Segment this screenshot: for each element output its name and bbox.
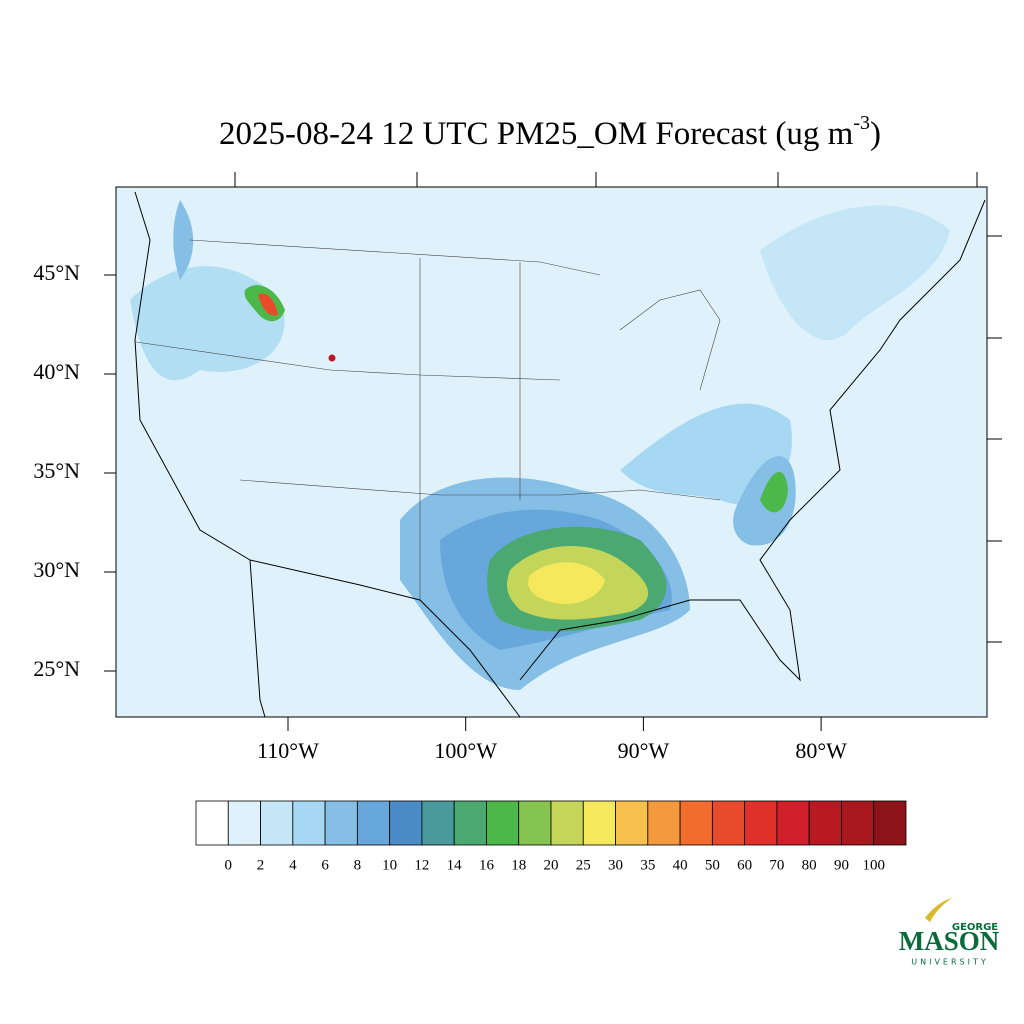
colorbar-label: 25 bbox=[576, 857, 591, 873]
colorbar-box bbox=[389, 800, 423, 846]
logo-bottom: UNIVERSITY bbox=[911, 958, 989, 967]
logo-main: MASON bbox=[899, 926, 1000, 956]
title-end: ) bbox=[870, 116, 881, 152]
title-main: 2025-08-24 12 UTC PM25_OM Forecast (ug m bbox=[219, 116, 854, 152]
colorbar-label: 8 bbox=[354, 857, 362, 873]
colorbar-box bbox=[421, 800, 455, 846]
colorbar-label: 50 bbox=[705, 857, 720, 873]
colorbar-box bbox=[453, 800, 487, 846]
colorbar-box bbox=[841, 800, 875, 846]
lon-label: 110°W bbox=[257, 738, 319, 763]
lat-label: 40°N bbox=[33, 359, 80, 384]
colorbar-label: 16 bbox=[479, 857, 495, 873]
colorbar-box bbox=[873, 800, 907, 846]
state-borders bbox=[135, 239, 721, 600]
colorbar-box bbox=[486, 800, 520, 846]
colorbar-box bbox=[776, 800, 810, 846]
colorbar-box bbox=[647, 800, 681, 846]
colorbar-box bbox=[227, 800, 261, 846]
lon-label: 90°W bbox=[618, 738, 670, 763]
colorbar-box bbox=[195, 800, 229, 846]
field bbox=[328, 354, 336, 362]
colorbar-label: 12 bbox=[414, 857, 429, 873]
colorbar-box bbox=[292, 800, 326, 846]
colorbar-label: 20 bbox=[544, 857, 559, 873]
lon-label: 100°W bbox=[434, 738, 497, 763]
colorbar-label: 0 bbox=[225, 857, 233, 873]
colorbar-label: 4 bbox=[289, 857, 297, 873]
colorbar-box bbox=[808, 800, 842, 846]
frame-ticks bbox=[234, 172, 1002, 643]
lat-label: 45°N bbox=[33, 260, 80, 285]
colorbar-label: 35 bbox=[640, 857, 655, 873]
colorbar-box bbox=[260, 800, 294, 846]
colorbar-box bbox=[518, 800, 552, 846]
colorbar-label: 30 bbox=[608, 857, 623, 873]
colorbar-label: 60 bbox=[737, 857, 752, 873]
map-frame bbox=[115, 186, 988, 718]
logo: GEORGE MASON UNIVERSITY bbox=[899, 898, 1000, 967]
field bbox=[173, 200, 194, 280]
colorbar-box bbox=[679, 800, 713, 846]
colorbar-box bbox=[615, 800, 649, 846]
colorbar-label: 2 bbox=[257, 857, 265, 873]
colorbar-label: 80 bbox=[802, 857, 817, 873]
logo-top: GEORGE bbox=[952, 922, 998, 933]
colorbar-box bbox=[324, 800, 358, 846]
colorbar-box bbox=[550, 800, 584, 846]
title-superscript: -3 bbox=[853, 112, 870, 134]
colorbar-box bbox=[582, 800, 616, 846]
colorbar-box bbox=[356, 800, 391, 846]
colorbar-label: 6 bbox=[321, 857, 329, 873]
colorbar-label: 90 bbox=[834, 857, 849, 873]
lon-label: 80°W bbox=[795, 738, 847, 763]
field bbox=[528, 562, 605, 604]
colorbar-label: 10 bbox=[382, 857, 397, 873]
colorbar-label: 40 bbox=[673, 857, 688, 873]
colorbar-label: 14 bbox=[447, 857, 463, 873]
colorbar-box bbox=[711, 800, 746, 846]
field bbox=[760, 205, 950, 341]
colorbar-label: 70 bbox=[769, 857, 784, 873]
field bbox=[620, 403, 792, 505]
colorbar-box bbox=[744, 800, 778, 846]
field bbox=[258, 293, 278, 316]
lat-label: 35°N bbox=[33, 458, 80, 483]
field bbox=[760, 471, 788, 513]
lat-label: 30°N bbox=[33, 557, 80, 582]
lat-label: 25°N bbox=[33, 656, 80, 681]
map-panel bbox=[115, 172, 1002, 718]
colorbar-label: 18 bbox=[511, 857, 526, 873]
logo-flame bbox=[925, 898, 952, 922]
map-title: 2025-08-24 12 UTC PM25_OM Forecast (ug m… bbox=[219, 112, 881, 152]
colorbar-label: 100 bbox=[862, 857, 885, 873]
